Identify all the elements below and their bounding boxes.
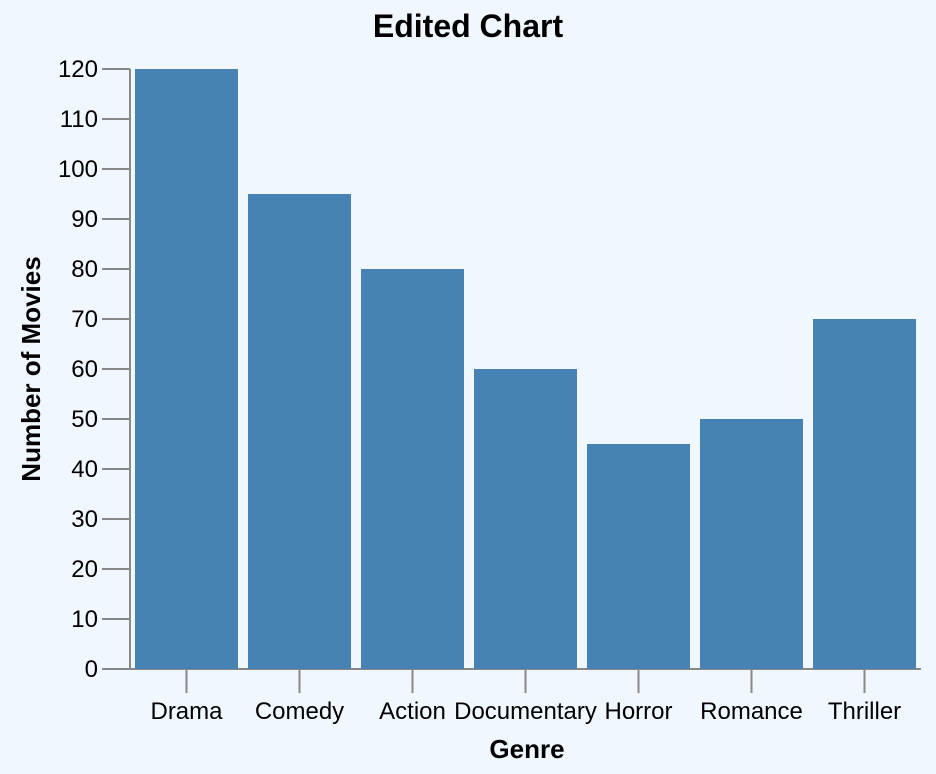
y-tick-label: 20 (71, 556, 98, 583)
bar-romance[interactable] (700, 419, 803, 669)
y-tick-label: 60 (71, 356, 98, 383)
y-axis-title: Number of Movies (16, 256, 46, 481)
y-tick-label: 90 (71, 206, 98, 233)
x-axis: Drama Comedy Action Documentary Horror Romanc… (130, 668, 921, 725)
y-tick-label: 80 (71, 256, 98, 283)
y-tick-label: 50 (71, 406, 98, 433)
x-tick-label: Thriller (828, 698, 901, 725)
bar-comedy[interactable] (248, 194, 351, 669)
y-tick-label: 100 (58, 156, 98, 183)
x-tick-label: Romance (700, 698, 803, 725)
bar-horror[interactable] (587, 444, 690, 669)
y-tick-label: 10 (71, 606, 98, 633)
y-tick-label: 0 (85, 656, 98, 683)
bars (135, 69, 916, 669)
y-tick-label: 70 (71, 306, 98, 333)
bar-drama[interactable] (135, 69, 238, 669)
x-tick-label: Action (379, 698, 446, 725)
y-tick-label: 120 (58, 56, 98, 83)
bar-thriller[interactable] (813, 319, 916, 669)
y-tick-label: 110 (60, 106, 98, 133)
y-tick-label: 30 (71, 506, 98, 533)
x-tick-label: Drama (150, 698, 223, 725)
x-tick-label: Horror (604, 698, 672, 725)
bar-documentary[interactable] (474, 369, 577, 669)
y-tick-label: 40 (71, 456, 98, 483)
y-axis: 0 10 20 30 40 50 60 70 80 90 100 110 120 (58, 56, 131, 683)
x-tick-label: Comedy (255, 698, 344, 725)
x-tick-label: Documentary (454, 698, 597, 725)
bar-action[interactable] (361, 269, 464, 669)
chart-title: Edited Chart (373, 8, 564, 44)
x-axis-title: Genre (489, 734, 564, 764)
